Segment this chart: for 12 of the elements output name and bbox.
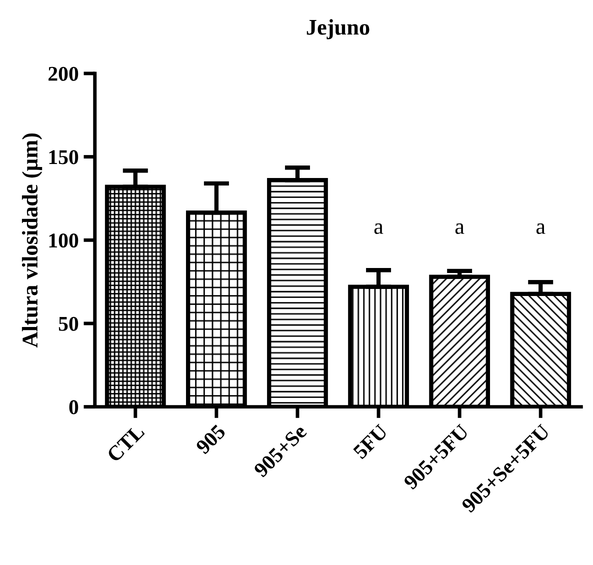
y-tick-label: 0	[69, 400, 78, 414]
annotation: a	[536, 223, 546, 234]
y-tick-label: 200	[48, 66, 78, 81]
x-tick-label: CTL	[106, 424, 146, 463]
y-tick-label: 150	[49, 150, 78, 164]
chart-title: Jejuno	[306, 19, 370, 40]
x-tick-label: 905	[195, 424, 226, 455]
annotation: a	[374, 223, 384, 234]
annotation: a	[455, 223, 464, 234]
y-tick-label: 50	[58, 316, 78, 331]
y-tick-label: 100	[49, 234, 78, 248]
y-axis-title: Altura vilosidade (µm)	[22, 133, 42, 348]
